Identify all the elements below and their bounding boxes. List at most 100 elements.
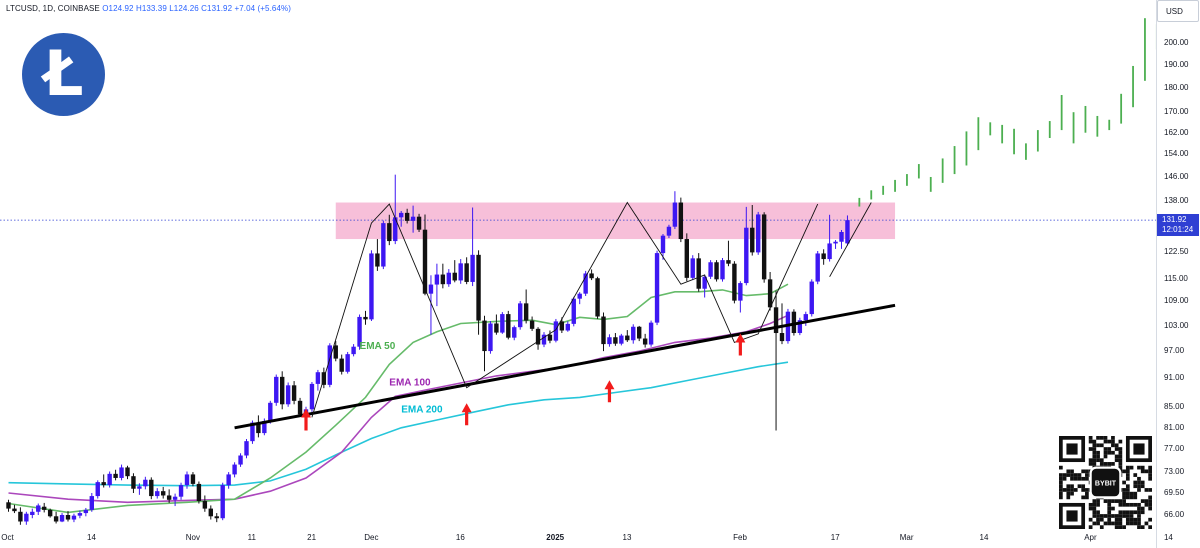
candle-body [410, 216, 416, 221]
currency-label[interactable]: USD [1157, 0, 1199, 22]
price-tick-label: 138.00 [1164, 195, 1189, 205]
projection-bar [929, 176, 932, 192]
projection-bar [1060, 95, 1063, 131]
candle-body [268, 402, 273, 422]
time-tick-label: Nov [185, 533, 200, 542]
projection-bar [1144, 18, 1146, 81]
time-tick-label: Apr [1084, 533, 1097, 542]
candle-body [506, 314, 511, 338]
candle-body [113, 473, 118, 478]
candle-body [309, 383, 315, 410]
candle-body [166, 495, 172, 500]
candle-body [77, 513, 83, 516]
price-tick-label: 122.50 [1164, 246, 1189, 256]
candle-body [59, 515, 65, 522]
candle-body [654, 253, 660, 323]
candle-body [761, 214, 767, 280]
candle-body [119, 467, 124, 478]
candle-body [327, 345, 332, 385]
candle-body [274, 376, 279, 403]
candle-body [214, 516, 219, 519]
candle-body [131, 476, 136, 489]
candle-body [577, 293, 582, 299]
projection-bar [858, 197, 861, 207]
candle-body [708, 262, 713, 277]
candle-body [42, 506, 47, 510]
qr-finder [1059, 502, 1086, 529]
candle-body [65, 515, 71, 520]
candle-body [393, 217, 398, 242]
projection-bar [1036, 130, 1039, 152]
candle-body [690, 258, 695, 278]
close-value: C131.92 [201, 4, 233, 13]
candle-body [779, 333, 785, 342]
candle-body [518, 303, 523, 328]
change-value: +7.04 (+5.64%) [234, 4, 292, 13]
projection-bar [1013, 128, 1015, 155]
price-tick-label: 91.00 [1164, 373, 1185, 383]
candle-body [547, 334, 553, 341]
price-chart[interactable]: EMA 50 EMA 100 EMA 200 [0, 0, 1156, 548]
candle-body [178, 485, 184, 497]
candle-body [375, 253, 380, 267]
candle-body [607, 337, 612, 345]
candle-body [601, 316, 606, 345]
candle-body [12, 508, 17, 512]
candle-body [202, 501, 208, 509]
candle-body [95, 482, 100, 497]
price-scale[interactable] [1156, 0, 1200, 548]
time-tick-label: 17 [830, 533, 840, 542]
candle-body [660, 235, 666, 254]
candle-body [446, 272, 451, 285]
qr-finder [1125, 436, 1152, 463]
candle-body [387, 223, 392, 242]
candle-body [845, 220, 850, 244]
candle-body [500, 314, 505, 333]
candle-body [53, 516, 59, 522]
candle-body [285, 385, 291, 405]
last-price-tag: 131.92 12:01:24 [1157, 214, 1199, 236]
candle-body [595, 278, 600, 317]
candle-body [732, 263, 737, 301]
time-tick-label: 21 [307, 533, 317, 542]
candle-body [488, 323, 493, 352]
ema-label: EMA 200 [401, 404, 443, 415]
candle-body [470, 254, 475, 282]
symbol-info: LTCUSD, 1D, COINBASE O124.92 H133.39 L12… [6, 4, 291, 13]
candle-body [512, 327, 517, 338]
candle-body [619, 335, 624, 344]
projection-bar [1096, 115, 1099, 137]
qr-finder-center [1133, 443, 1145, 455]
symbol-label: LTCUSD, 1D, COINBASE [6, 4, 100, 13]
up-arrow-icon [604, 380, 615, 403]
candle-body [226, 474, 231, 486]
candle-body [363, 316, 368, 320]
candle-body [571, 298, 576, 324]
candle-body [440, 274, 446, 285]
candle-body [351, 346, 356, 355]
candle-body [821, 253, 826, 260]
time-tick-label: 11 [247, 533, 256, 542]
breakout-line [829, 202, 872, 277]
candle-body [809, 281, 814, 315]
time-tick-label: Dec [364, 533, 379, 542]
candle-body [399, 212, 404, 218]
time-tick-label: 16 [455, 533, 465, 542]
projection-bar [1132, 65, 1134, 108]
projection-bar [1072, 112, 1075, 144]
candle-body [482, 320, 487, 352]
candle-body [172, 496, 178, 500]
candle-body [6, 502, 11, 509]
candle-body [714, 262, 719, 280]
litecoin-logo: Ł [22, 33, 105, 116]
candle-body [833, 241, 838, 244]
candle-body [36, 505, 41, 512]
candle-body [381, 223, 386, 267]
high-value: H133.39 [135, 4, 167, 13]
candle-body [250, 422, 255, 442]
candle-body [149, 479, 154, 497]
price-tick-label: 69.50 [1164, 488, 1185, 497]
litecoin-glyph: Ł [43, 37, 84, 110]
price-tick-label: 81.00 [1164, 422, 1185, 432]
candle-body [523, 303, 529, 321]
